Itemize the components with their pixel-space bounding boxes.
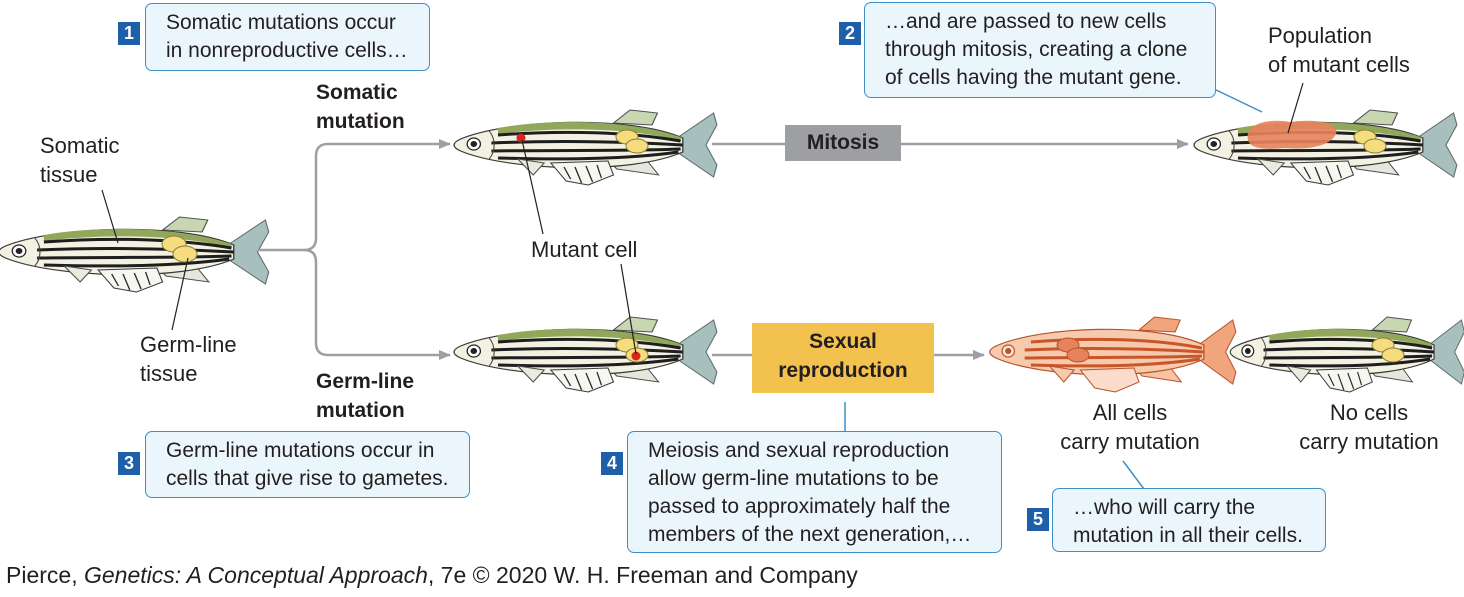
callout-line: in nonreproductive cells… — [166, 39, 408, 62]
callout-line: Somatic mutations occur — [166, 11, 396, 34]
label-line: reproduction — [778, 359, 908, 382]
callout-mitosis-clone: …and are passed to new cells through mit… — [864, 2, 1216, 98]
callout-line: mutation in all their cells. — [1073, 524, 1303, 547]
mutant-cell-population — [1247, 120, 1337, 149]
callout-line: through mitosis, creating a clone — [885, 38, 1188, 61]
callout-line: Germ-line mutations occur in — [166, 439, 435, 462]
label-line: carry mutation — [1060, 429, 1200, 454]
somatic-mutation-label: Somatic mutation — [316, 78, 405, 136]
callout-line: …and are passed to new cells — [885, 10, 1167, 33]
step-2-badge: 2 — [839, 22, 861, 45]
callout-line: members of the next generation,… — [648, 523, 972, 546]
somatic-mutation-fish — [452, 108, 719, 187]
mitosis-box — [785, 125, 901, 161]
label-line: All cells — [1092, 400, 1168, 425]
callout-line: Meiosis and sexual reproduction — [648, 439, 950, 462]
sexual-reproduction-label: Sexual reproduction — [752, 327, 934, 389]
germline-mutation-fish — [452, 315, 719, 394]
callout-meiosis: Meiosis and sexual reproduction allow ge… — [627, 431, 1002, 553]
population-fish — [1192, 108, 1459, 187]
mitosis-label: Mitosis — [806, 131, 880, 154]
label-line: of mutant cells — [1268, 52, 1410, 77]
label-line: Sexual — [809, 330, 877, 353]
callout-line: …who will carry the — [1073, 496, 1256, 519]
callout-line: passed to approximately half the — [648, 495, 951, 518]
all-cells-label: All cells carry mutation — [1030, 398, 1230, 456]
callout-line: cells that give rise to gametes. — [166, 467, 449, 490]
credit-book-title: Genetics: A Conceptual Approach — [83, 562, 428, 588]
somatic-mutant-cell-dot — [516, 133, 526, 143]
germline-mutation-label: Germ-line mutation — [316, 367, 414, 425]
offspring-mutant-fish — [989, 316, 1237, 393]
step-5-badge: 5 — [1027, 508, 1049, 531]
label-line: carry mutation — [1299, 429, 1439, 454]
label-line: mutation — [316, 399, 405, 422]
leader-lines — [101, 82, 1304, 355]
population-label: Population of mutant cells — [1268, 21, 1410, 79]
branch-arrows — [258, 139, 451, 360]
label-line: tissue — [40, 162, 98, 187]
mutant-cell-label: Mutant cell — [531, 237, 638, 262]
label-line: Germ-line — [140, 332, 237, 357]
credit-details: , 7e © 2020 W. H. Freeman and Company — [427, 562, 858, 588]
step-3-badge: 3 — [118, 452, 140, 475]
callout-somatic-mutations: Somatic mutations occur in nonreproducti… — [145, 3, 430, 71]
label-line: Germ-line — [316, 370, 415, 393]
somatic-tissue-label: Somatic tissue — [40, 131, 119, 189]
no-cells-label: No cells carry mutation — [1274, 398, 1464, 456]
credit-author: Pierce, — [6, 562, 84, 588]
parent-fish — [0, 215, 271, 294]
callout-germline-mutations: Germ-line mutations occur in cells that … — [145, 431, 470, 498]
callout-pointers — [844, 87, 1263, 490]
label-line: mutation — [316, 110, 405, 133]
sexual-reproduction-box — [752, 323, 934, 393]
germline-mutant-cell-dot — [631, 351, 641, 361]
callout-line: allow germ-line mutations to be — [648, 467, 939, 490]
callout-line: of cells having the mutant gene. — [885, 66, 1182, 89]
offspring-normal-fish — [1228, 315, 1464, 394]
credit-line: Pierce, Genetics: A Conceptual Approach,… — [6, 562, 858, 589]
label-line: tissue — [140, 361, 198, 386]
label-line: No cells — [1329, 400, 1409, 425]
label-line: Somatic — [40, 133, 120, 158]
label-line: Population — [1268, 23, 1372, 48]
label-line: Somatic — [316, 81, 398, 104]
germline-tissue-label: Germ-line tissue — [140, 330, 237, 388]
step-4-badge: 4 — [601, 452, 623, 475]
step-1-badge: 1 — [118, 22, 140, 45]
callout-offspring: …who will carry the mutation in all thei… — [1052, 488, 1326, 552]
